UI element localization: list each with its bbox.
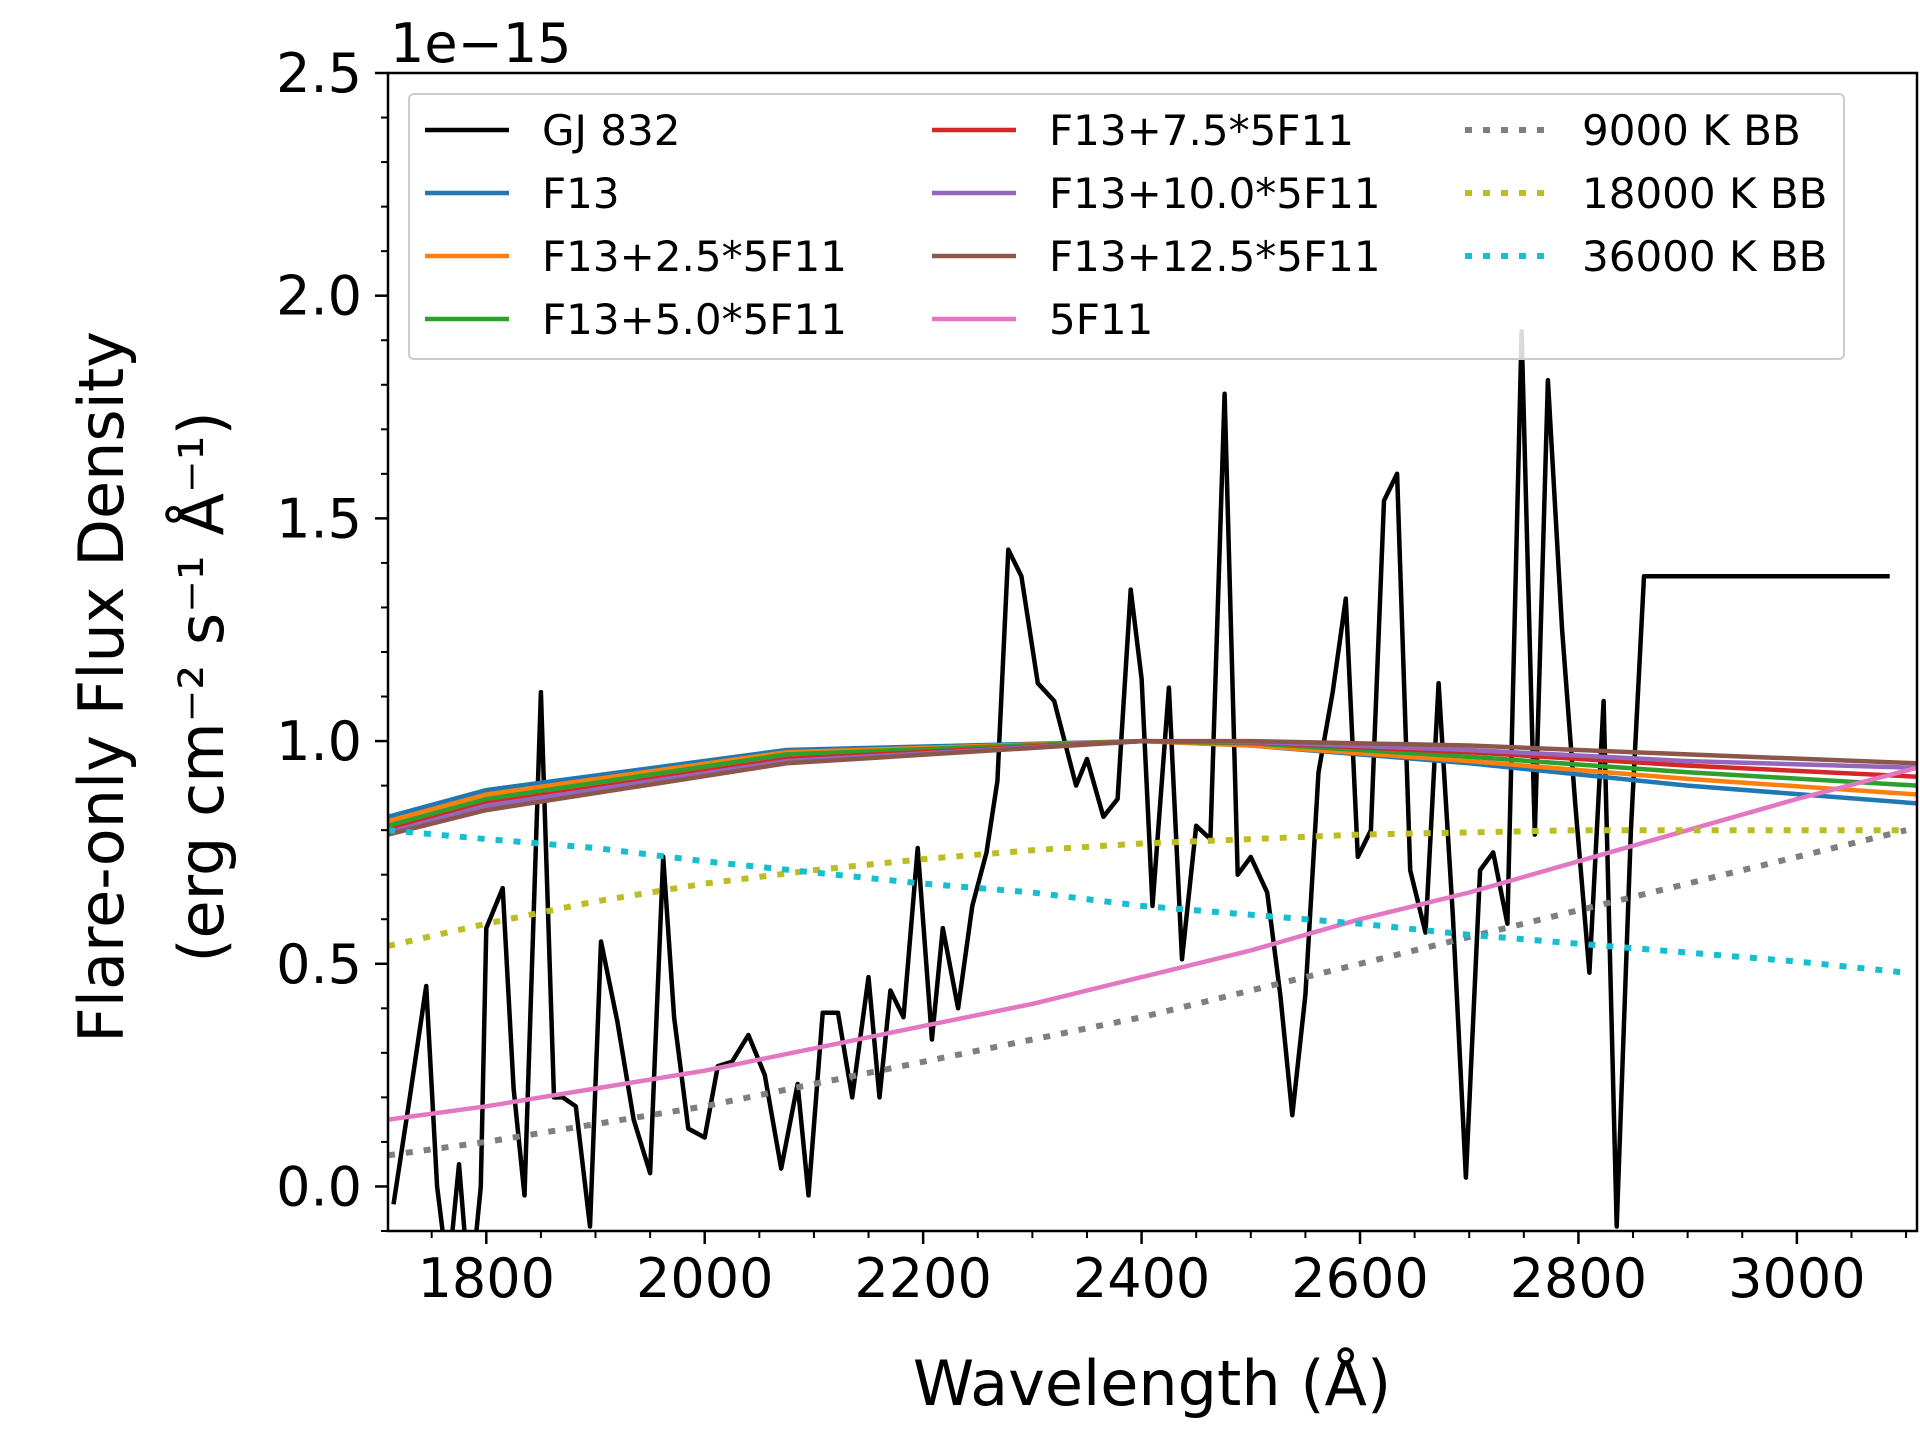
x-tick-label: 1800 xyxy=(418,1247,555,1310)
y-axis-title: Flare-only Flux Density xyxy=(65,331,138,1043)
series-f13-12-5-5f11 xyxy=(388,738,1917,837)
legend-frame xyxy=(408,93,1845,360)
y-tick-label: 0.5 xyxy=(276,933,362,996)
x-tick-label: 2600 xyxy=(1291,1247,1428,1310)
x-tick-label: 2800 xyxy=(1510,1247,1647,1310)
y-axis-subtitle: (erg cm⁻² s⁻¹ Å⁻¹) xyxy=(165,411,238,962)
series-36000-k-bb xyxy=(388,827,1907,976)
legend-label-36000-k-bb: 36000 K BB xyxy=(1582,232,1827,281)
series-layer xyxy=(388,329,1917,1231)
legend-label-gj-832: GJ 832 xyxy=(542,106,680,155)
y-tick-label: 2.0 xyxy=(276,265,362,328)
y-axis: 0.0 0.5 1.0 1.5 2.0 2.5 xyxy=(276,42,388,1232)
y-scale-label: 1e−15 xyxy=(390,12,572,75)
y-tick-label: 1.5 xyxy=(276,487,362,550)
x-tick-label: 2200 xyxy=(854,1247,991,1310)
legend: GJ 832 F13 F13+2.5*5F11 F13+5.0*5F11 F13+7.5… xyxy=(408,93,1845,360)
x-tick-label: 3000 xyxy=(1728,1247,1865,1310)
legend-label-18000-k-bb: 18000 K BB xyxy=(1582,169,1827,218)
legend-label-f13-5-0-5f11: F13+5.0*5F11 xyxy=(542,295,847,344)
y-tick-label: 0.0 xyxy=(276,1155,362,1218)
y-tick-label: 2.5 xyxy=(276,42,362,105)
legend-label-f13-10-0-5f11: F13+10.0*5F11 xyxy=(1049,169,1381,218)
x-tick-label: 2000 xyxy=(636,1247,773,1310)
x-tick-label: 2400 xyxy=(1073,1247,1210,1310)
legend-label-f13-12-5-5f11: F13+12.5*5F11 xyxy=(1049,232,1381,281)
legend-label-5f11: 5F11 xyxy=(1049,295,1153,344)
x-axis-title: Wavelength (Å) xyxy=(913,1347,1391,1420)
series-5f11 xyxy=(388,765,1917,1122)
legend-label-9000-k-bb: 9000 K BB xyxy=(1582,106,1801,155)
legend-label-f13: F13 xyxy=(542,169,620,218)
legend-label-f13-2-5-5f11: F13+2.5*5F11 xyxy=(542,232,847,281)
legend-label-f13-7-5-5f11: F13+7.5*5F11 xyxy=(1049,106,1354,155)
y-tick-label: 1.0 xyxy=(276,710,362,773)
x-axis: 1800 2000 2200 2400 2600 2800 3000 xyxy=(418,1231,1908,1310)
series-18000-k-bb xyxy=(388,827,1907,949)
series-gj-832 xyxy=(391,329,1890,1231)
